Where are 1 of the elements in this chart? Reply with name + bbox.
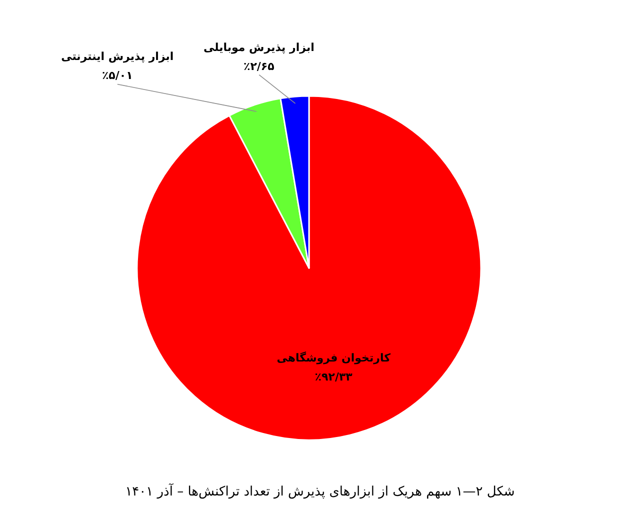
title: شکل ۲—۱ سهم هریک از ابزارهای پذیرش از تعداد تراکنش‌ها – آذر ۱۴۰۱ xyxy=(125,484,515,500)
